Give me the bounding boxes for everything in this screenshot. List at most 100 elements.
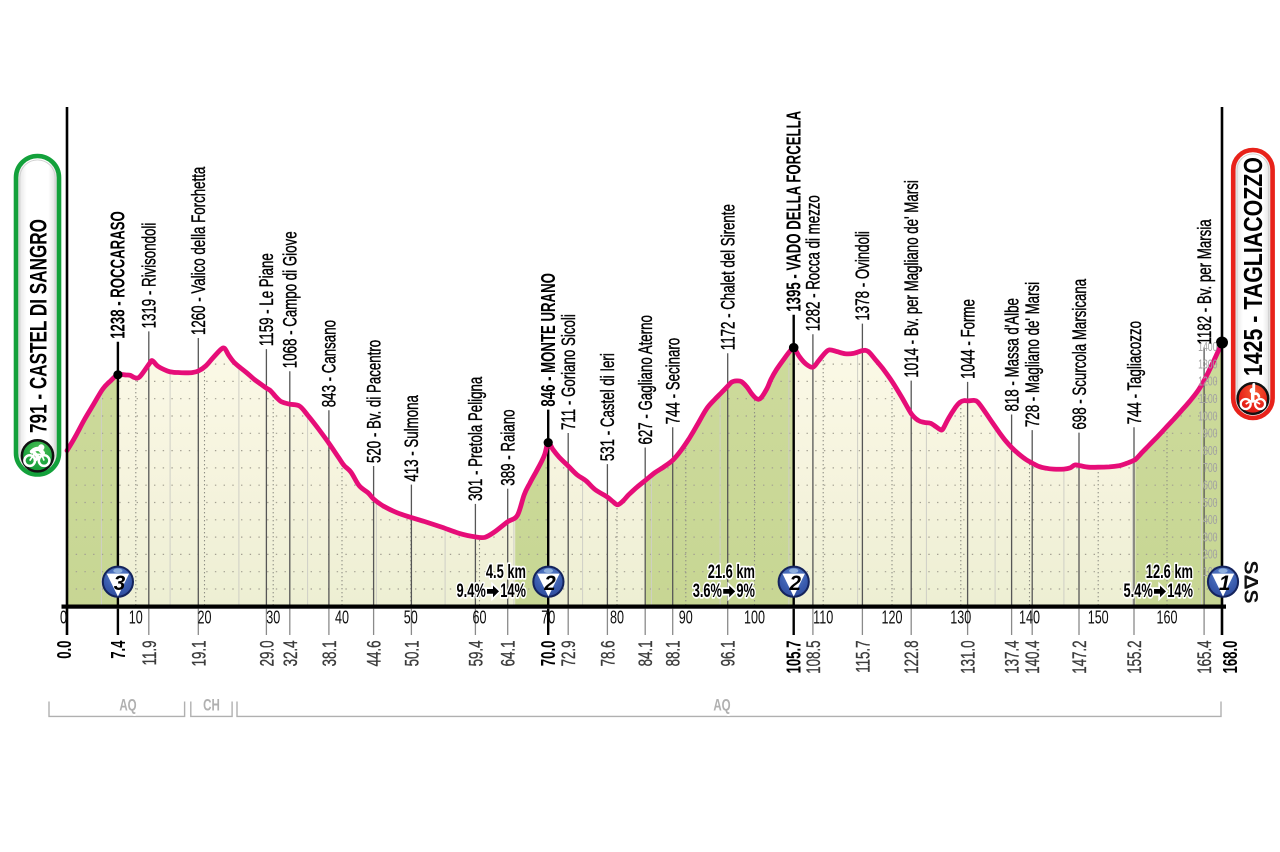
svg-text:4.5 km: 4.5 km	[486, 561, 526, 583]
svg-text:531 - Castel di Ieri: 531 - Castel di Ieri	[598, 353, 619, 461]
svg-text:698 - Scurcola Marsicana: 698 - Scurcola Marsicana	[1070, 279, 1091, 430]
svg-text:711 - Goriano Sicoli: 711 - Goriano Sicoli	[559, 314, 580, 430]
svg-text:12.6 km: 12.6 km	[1146, 561, 1193, 583]
svg-text:1300: 1300	[1198, 356, 1217, 371]
svg-text:9.4%: 9.4%	[457, 580, 486, 602]
svg-text:818 - Massa d'Albe: 818 - Massa d'Albe	[1002, 298, 1023, 411]
svg-text:29.0: 29.0	[257, 641, 278, 667]
svg-text:1068 - Campo di Giove: 1068 - Campo di Giove	[281, 231, 302, 368]
svg-text:140: 140	[1019, 608, 1040, 628]
svg-text:40: 40	[335, 608, 349, 628]
svg-text:800: 800	[1203, 443, 1218, 458]
svg-text:5.4%: 5.4%	[1124, 580, 1153, 602]
svg-text:14%: 14%	[1167, 580, 1193, 602]
svg-text:301 - Pretola Peligna: 301 - Pretola Peligna	[466, 376, 487, 500]
svg-text:108.5: 108.5	[804, 641, 825, 674]
svg-text:900: 900	[1203, 426, 1218, 441]
svg-text:3.6%: 3.6%	[693, 580, 722, 602]
svg-text:400: 400	[1203, 512, 1218, 527]
svg-text:100: 100	[744, 608, 765, 628]
svg-text:2: 2	[789, 572, 802, 595]
svg-text:88.1: 88.1	[664, 641, 685, 667]
svg-text:1044 - Forme: 1044 - Forme	[958, 299, 979, 379]
svg-text:728 - Magliano de' Marsi: 728 - Magliano de' Marsi	[1023, 282, 1044, 427]
svg-text:1238 - ROCCARASO: 1238 - ROCCARASO	[108, 211, 130, 339]
svg-text:1014 - Bv. per Magliano de' Ma: 1014 - Bv. per Magliano de' Marsi	[902, 180, 923, 377]
svg-text:791 - CASTEL DI SANGRO: 791 - CASTEL DI SANGRO	[26, 219, 53, 433]
svg-text:4.5 km: 4.5 km	[486, 561, 526, 583]
svg-text:1000: 1000	[1198, 408, 1217, 423]
svg-text:115.7: 115.7	[853, 641, 874, 673]
svg-text:1: 1	[1219, 572, 1231, 595]
svg-text:155.2: 155.2	[1125, 641, 1146, 674]
svg-text:12.6 km: 12.6 km	[1146, 561, 1193, 583]
svg-text:60: 60	[473, 608, 487, 628]
svg-text:78.6: 78.6	[598, 641, 619, 667]
svg-text:14%: 14%	[500, 580, 526, 602]
svg-text:20: 20	[198, 608, 212, 628]
svg-text:AQ: AQ	[119, 696, 136, 715]
svg-text:50.1: 50.1	[402, 641, 423, 667]
svg-text:300: 300	[1203, 529, 1218, 544]
svg-text:140.4: 140.4	[1023, 640, 1044, 674]
svg-text:122.8: 122.8	[902, 641, 923, 674]
svg-text:2: 2	[543, 572, 556, 595]
svg-text:1395 - VADO DELLA FORCELLA: 1395 - VADO DELLA FORCELLA	[784, 111, 806, 312]
svg-text:14%: 14%	[500, 580, 526, 602]
svg-text:19.1: 19.1	[189, 641, 210, 667]
svg-text:131.0: 131.0	[959, 641, 980, 674]
svg-text:843 - Cansano: 843 - Cansano	[320, 320, 341, 407]
svg-text:168.0: 168.0	[1220, 641, 1242, 674]
svg-text:627 - Gagliano Aterno: 627 - Gagliano Aterno	[636, 315, 657, 444]
svg-text:38.1: 38.1	[320, 641, 341, 667]
svg-text:744 - Secinaro: 744 - Secinaro	[664, 338, 685, 425]
svg-text:413 - Sulmona: 413 - Sulmona	[402, 395, 423, 482]
svg-text:1172 - Chalet del Sirente: 1172 - Chalet del Sirente	[719, 204, 740, 350]
svg-text:11.9: 11.9	[140, 641, 161, 666]
svg-text:1425 - TAGLIACOZZO: 1425 - TAGLIACOZZO	[1238, 157, 1268, 376]
svg-text:130: 130	[950, 608, 971, 628]
svg-text:84.1: 84.1	[636, 641, 657, 667]
svg-text:846 - MONTE URANO: 846 - MONTE URANO	[538, 273, 560, 407]
svg-text:147.2: 147.2	[1070, 641, 1091, 674]
svg-text:96.1: 96.1	[719, 641, 740, 667]
svg-text:600: 600	[1203, 478, 1218, 493]
svg-text:72.9: 72.9	[559, 641, 580, 667]
svg-text:50: 50	[404, 608, 418, 628]
svg-text:389 - Raiano: 389 - Raiano	[499, 410, 520, 486]
svg-text:70: 70	[541, 608, 555, 628]
svg-text:105.7: 105.7	[784, 641, 806, 674]
svg-text:160: 160	[1157, 608, 1178, 628]
svg-text:30: 30	[266, 608, 280, 628]
svg-text:10: 10	[129, 608, 143, 628]
svg-text:744 - Tagliacozzo: 744 - Tagliacozzo	[1125, 321, 1146, 424]
svg-text:1400: 1400	[1198, 339, 1217, 354]
svg-text:21.6 km: 21.6 km	[708, 561, 755, 583]
svg-text:1319 - Rivisondoli: 1319 - Rivisondoli	[140, 223, 161, 329]
svg-text:200: 200	[1203, 547, 1218, 562]
svg-text:1260 - Valico della Forchetta: 1260 - Valico della Forchetta	[189, 166, 210, 335]
svg-text:3: 3	[114, 572, 126, 595]
svg-text:1282 - Rocca di mezzo: 1282 - Rocca di mezzo	[804, 195, 825, 331]
svg-text:0.0: 0.0	[54, 641, 76, 659]
svg-text:21.6 km: 21.6 km	[708, 561, 755, 583]
svg-text:5.4%: 5.4%	[1124, 580, 1153, 602]
svg-text:44.6: 44.6	[365, 641, 386, 667]
svg-text:9.4%: 9.4%	[457, 580, 486, 602]
svg-text:1378 - Ovindoli: 1378 - Ovindoli	[853, 231, 874, 321]
svg-text:CH: CH	[203, 696, 220, 715]
svg-text:1182 - Bv. per Marsia: 1182 - Bv. per Marsia	[1195, 219, 1216, 345]
svg-text:110: 110	[813, 608, 833, 628]
svg-text:165.4: 165.4	[1195, 640, 1216, 674]
svg-text:AQ: AQ	[713, 696, 730, 715]
svg-text:500: 500	[1203, 495, 1218, 510]
svg-text:59.4: 59.4	[466, 640, 487, 666]
svg-text:70.0: 70.0	[538, 641, 560, 667]
svg-text:700: 700	[1203, 460, 1218, 475]
svg-text:90: 90	[679, 608, 693, 628]
svg-text:7.4: 7.4	[108, 640, 130, 659]
svg-text:150: 150	[1088, 608, 1109, 628]
svg-text:9%: 9%	[736, 580, 755, 602]
svg-text:1100: 1100	[1199, 391, 1218, 406]
svg-text:9%: 9%	[736, 580, 755, 602]
